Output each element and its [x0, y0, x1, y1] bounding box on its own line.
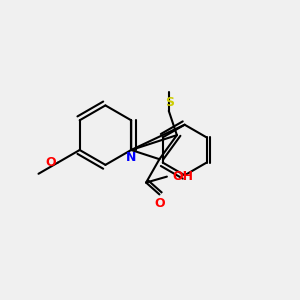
Text: S: S	[165, 96, 174, 109]
Text: OH: OH	[172, 170, 193, 183]
Text: N: N	[126, 152, 136, 164]
Text: O: O	[154, 196, 165, 209]
Text: O: O	[46, 156, 56, 169]
